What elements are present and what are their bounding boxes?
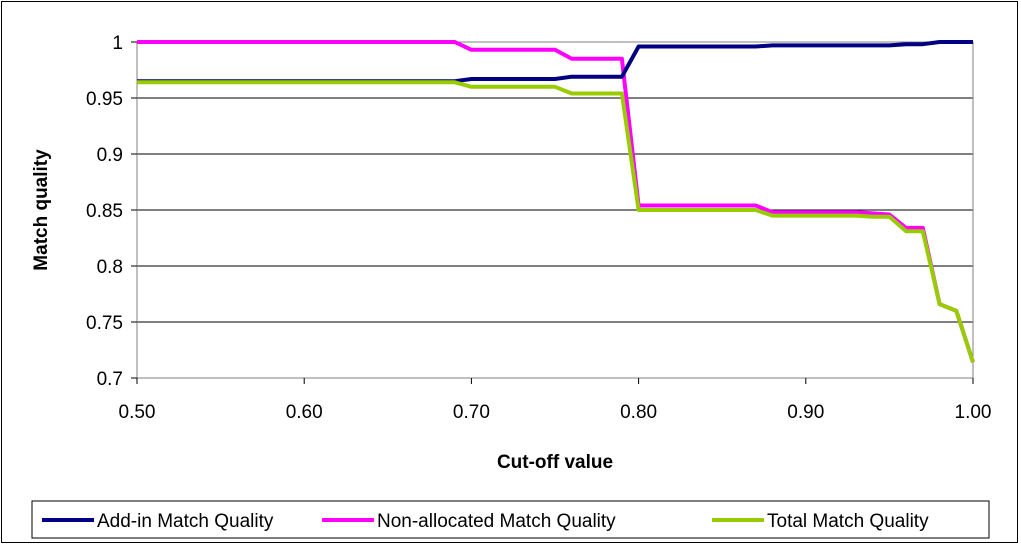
series-line-2 — [137, 80, 975, 363]
x-axis-title: Cut-off value — [497, 452, 613, 473]
series-lines — [137, 40, 975, 363]
legend-label: Total Match Quality — [767, 511, 929, 532]
y-tick-label: 0.75 — [86, 313, 123, 334]
gridlines — [137, 41, 973, 379]
y-tick-label: 0.95 — [86, 89, 123, 110]
y-tick-label: 0.8 — [97, 257, 123, 278]
series-line-0 — [137, 40, 973, 84]
y-tick-label: 1 — [112, 33, 123, 54]
y-axis-title: Match quality — [31, 149, 52, 271]
series-line-1 — [137, 40, 975, 363]
x-tick-label: 0.90 — [787, 402, 824, 423]
y-axis-ticks: 0.7 0.75 0.8 0.85 0.9 0.95 1 — [86, 33, 137, 390]
legend-label: Add-in Match Quality — [97, 511, 274, 532]
x-tick-label: 0.70 — [453, 402, 490, 423]
x-tick-label: 0.60 — [286, 402, 323, 423]
y-tick-label: 0.7 — [97, 369, 123, 390]
y-tick-label: 0.9 — [97, 145, 123, 166]
x-axis-ticks: 0.50 0.60 0.70 0.80 0.90 1.00 — [119, 378, 992, 423]
y-tick-label: 0.85 — [86, 201, 123, 222]
legend: Add-in Match Quality Non-allocated Match … — [42, 511, 929, 532]
legend-box — [31, 500, 990, 539]
x-tick-label: 0.50 — [119, 402, 156, 423]
legend-label: Non-allocated Match Quality — [377, 511, 616, 532]
x-tick-label: 0.80 — [620, 402, 657, 423]
x-tick-label: 1.00 — [955, 402, 992, 423]
